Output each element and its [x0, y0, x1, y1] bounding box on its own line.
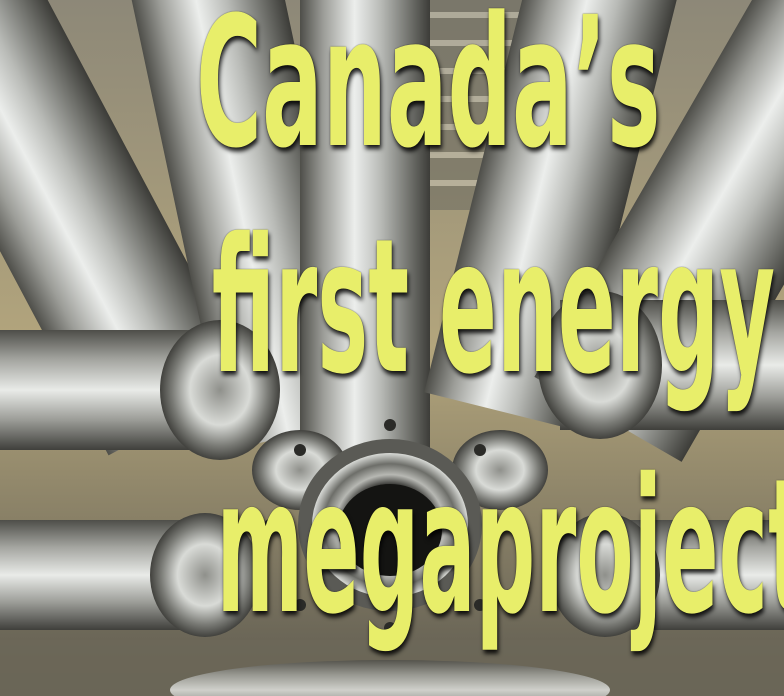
headline-line-3: megaproject: [216, 438, 784, 655]
headline-line-2: first energy: [211, 198, 776, 415]
headline-line-1: Canada’s: [196, 0, 661, 188]
